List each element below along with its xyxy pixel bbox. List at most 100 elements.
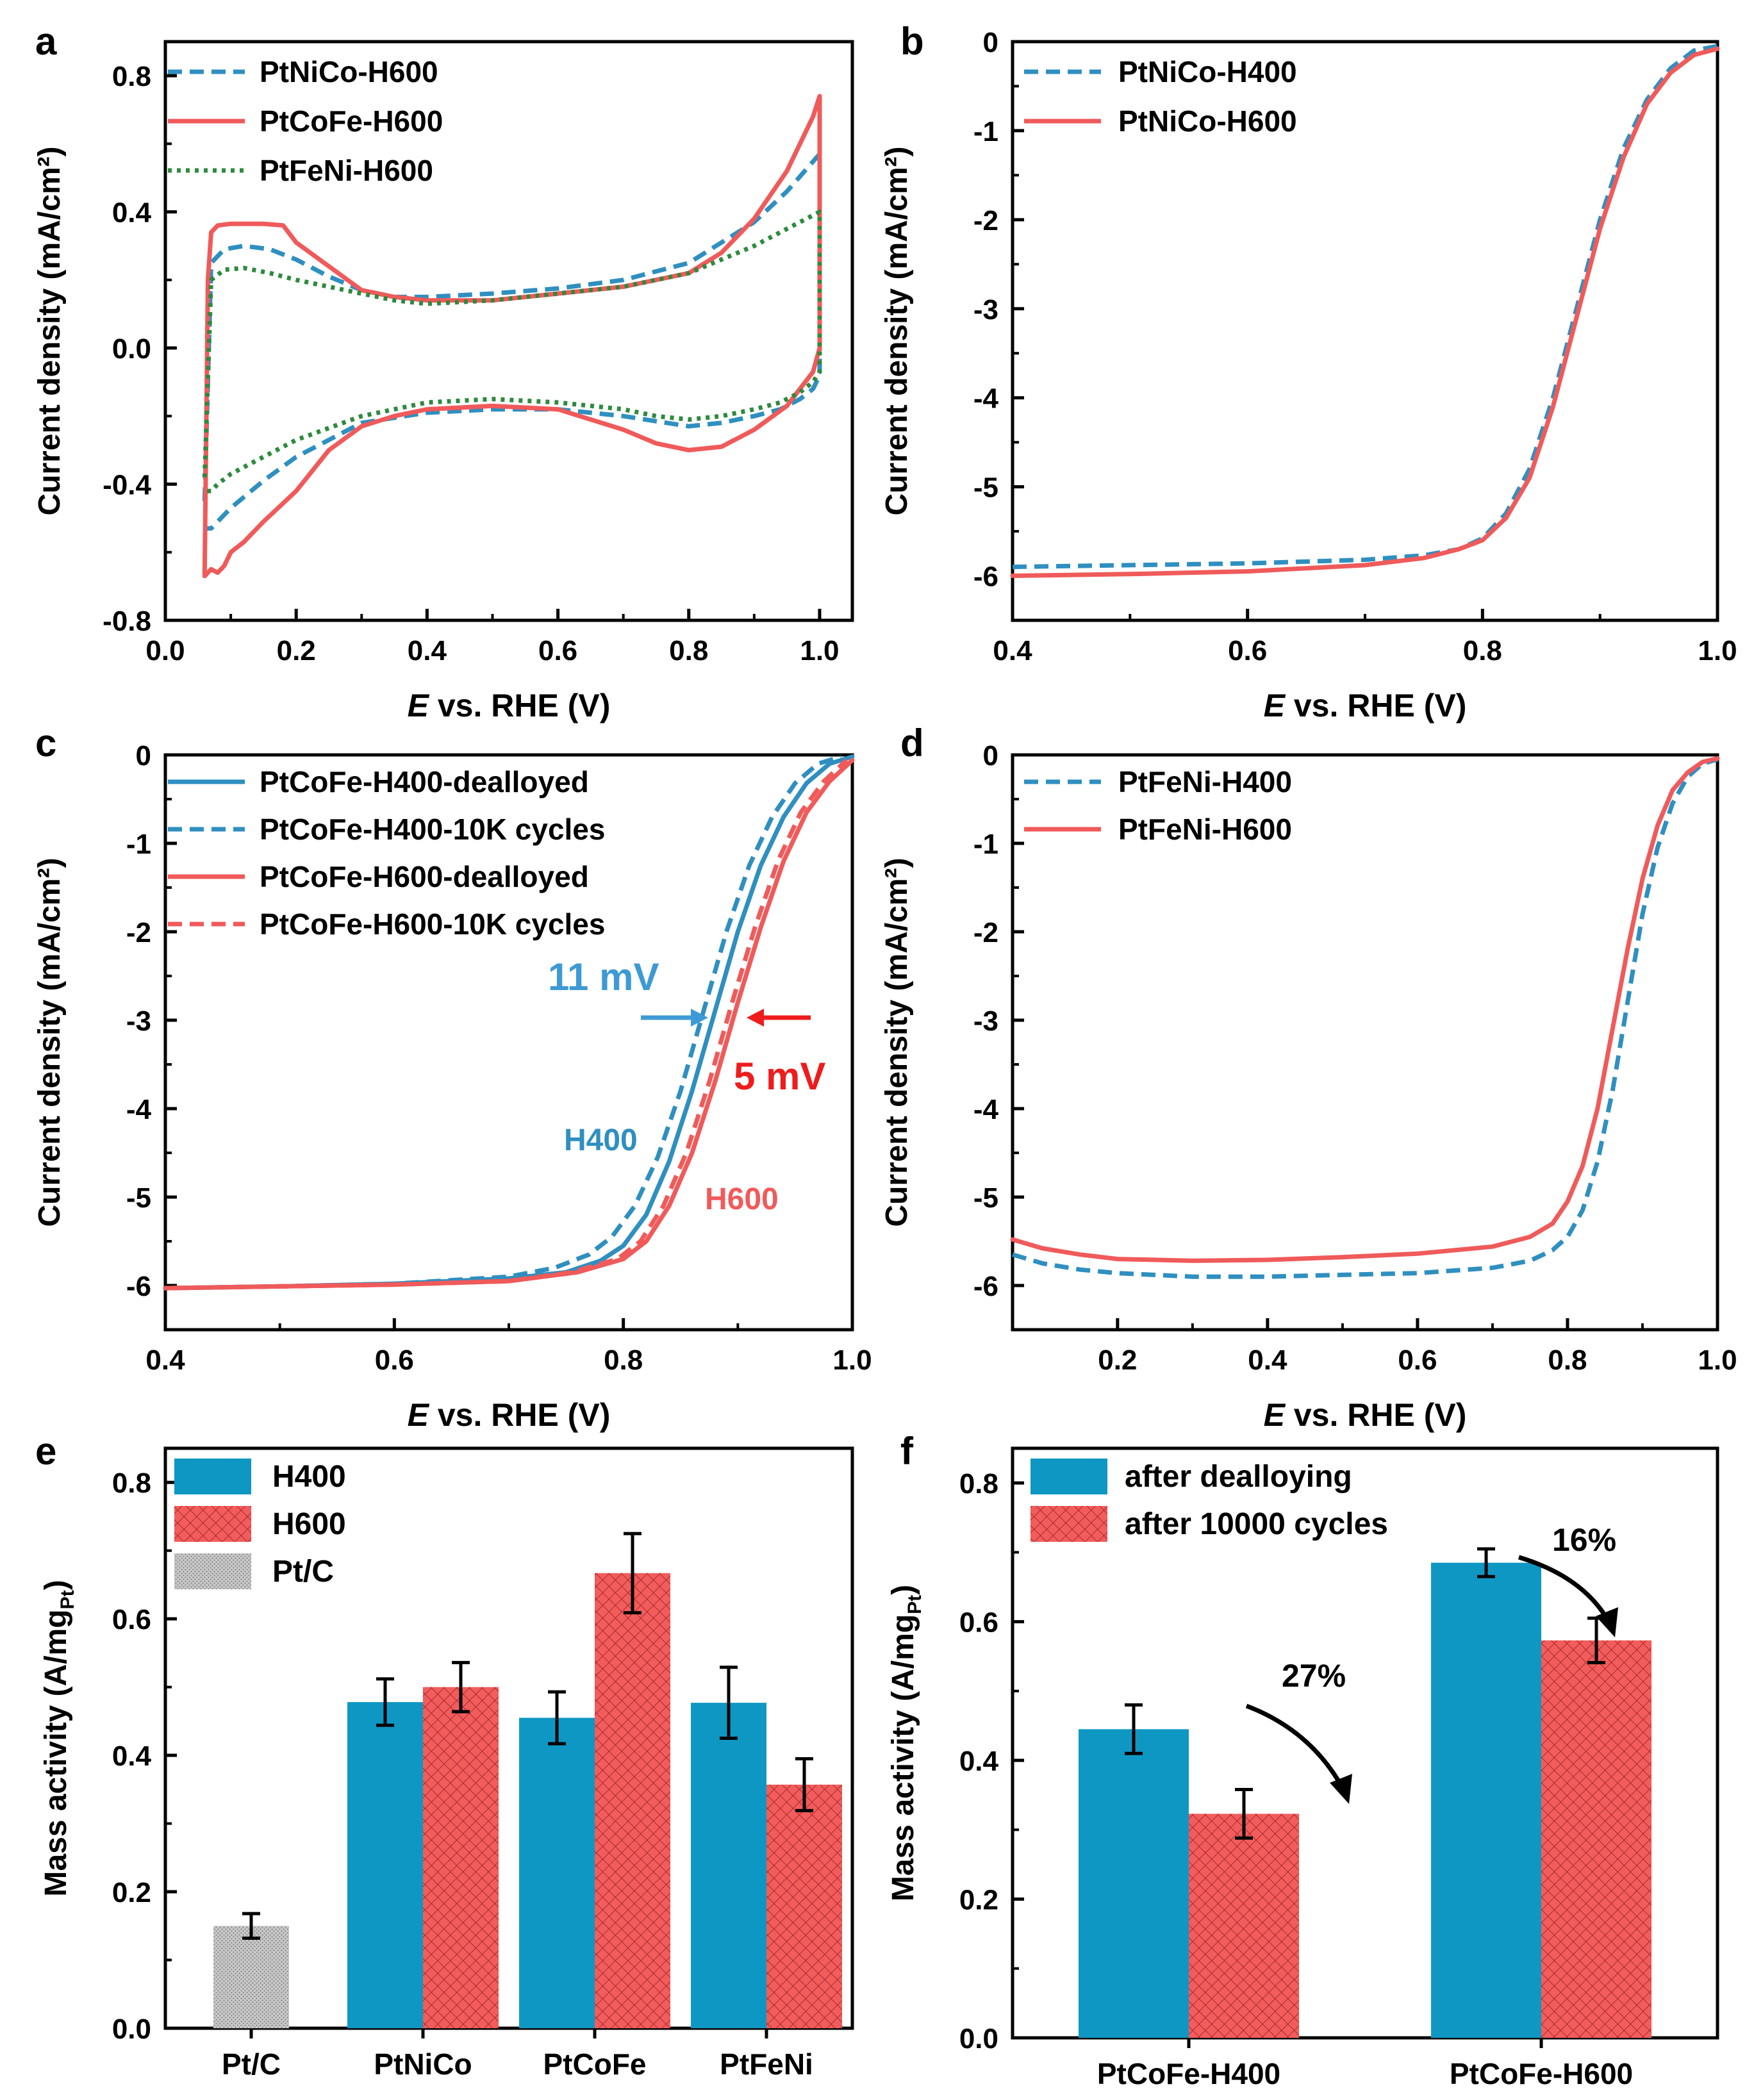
ytick-label-e-3: 0.6 [112,1604,151,1635]
arrow-16pct [1518,1555,1611,1623]
xtick-label-b-3: 1.0 [1698,635,1737,666]
ytick-label-e-4: 0.8 [112,1468,151,1499]
ytick-label-b-4: -4 [973,383,999,415]
xtick-label-c-0: 0.4 [145,1344,185,1376]
ylabel-b: Current density (mA/cm²) [880,146,914,515]
plot-area-d: 0 -1 -2 -3 -4 -5 -6 0.2 0.4 0.6 0.8 1.0 E vs. RHE (V… [880,740,1737,1433]
xlabel-rest-c: vs. RHE (V) [429,1397,610,1433]
legend-swatch-e-2 [174,1553,251,1589]
annotation-5mv: 5 mV [734,1055,825,1098]
ytick-label-a-2: 0.0 [112,333,151,365]
ytick-label-f-1: 0.2 [959,1885,998,1916]
legend-label-c-3: PtCoFe-H600-10K cycles [260,907,605,941]
legend-swatch-e-1 [174,1506,251,1542]
annotation-16pct: 16% [1552,1522,1616,1558]
ylabel-ylabel_main-f: Mass activity (A/mg [886,1614,920,1901]
chart-panel-c: 0 -1 -2 -3 -4 -5 -6 0.4 0.6 0.8 1.0 E vs. RHE (V) Cu… [33,740,872,1433]
series-line-d-0 [1012,757,1718,1279]
legend-label-d-0: PtFeNi-H400 [1118,765,1292,798]
category-label-e-3: PtFeNi [720,2047,813,2081]
ytick-label-d-6: -6 [973,1271,998,1302]
series-line-a-0 [202,151,822,531]
arrow-blue-head [691,1009,708,1027]
legend-label-c-1: PtCoFe-H400-10K cycles [260,813,605,846]
legend-c: PtCoFe-H400-dealloyed PtCoFe-H400-10K cy… [168,765,605,941]
legend-label-e-2: Pt/C [272,1555,334,1589]
xlabel-c: E vs. RHE (V) [408,1397,611,1433]
bar-e-PtNiCo-H600 [423,1687,499,2028]
ytick-label-b-1: -1 [973,116,998,147]
ytick-label-d-0: 0 [983,740,998,772]
panel-label-e: e [35,1430,56,1473]
legend-label-b-1: PtNiCo-H600 [1118,104,1297,138]
legend-label-a-0: PtNiCo-H600 [260,55,438,88]
plot-area-c: 0 -1 -2 -3 -4 -5 -6 0.4 0.6 0.8 1.0 E vs. RHE (V) Cu… [33,740,872,1433]
ytick-label-f-0: 0.0 [959,2023,998,2055]
legend-label-f-0: after dealloying [1125,1460,1352,1494]
legend-label-e-1: H600 [272,1507,346,1541]
ytick-label-c-6: -6 [126,1271,151,1302]
legend-a: PtNiCo-H600 PtCoFe-H600 PtFeNi-H600 [168,55,443,187]
xtick-label-c-2: 0.8 [604,1344,643,1376]
ytick-label-b-3: -3 [973,294,998,326]
legend-swatch-f-0 [1030,1459,1107,1494]
series-line-a-1 [202,94,822,579]
chart-panel-f: 0.0 0.2 0.4 0.6 0.8 Mass activity (A/mgPt) PtC… [886,1446,1719,2090]
chart-panel-b: 0 -1 -2 -3 -4 -5 -6 0.4 0.6 0.8 1.0 E vs. RHE (V) Cu… [880,27,1737,723]
ylabel-c: Current density (mA/cm²) [33,857,67,1227]
legend-swatch-e-0 [174,1459,251,1494]
ytick-label-c-5: -5 [126,1182,151,1214]
legend-label-b-0: PtNiCo-H400 [1118,55,1297,88]
panel-label-a: a [35,20,57,63]
chart-panel-e: 0.0 0.2 0.4 0.6 0.8 Mass activity (A/mgPt) Pt/… [39,1446,854,2081]
legend-label-a-1: PtCoFe-H600 [260,104,443,138]
xtick-label-c-3: 1.0 [832,1344,872,1376]
bar-e-Pt/C-Pt/C [213,1926,289,2028]
axes-frame-e [163,1446,854,2030]
xlabel-rest-a: vs. RHE (V) [429,688,610,723]
ytick-label-e-1: 0.2 [112,1877,151,1908]
ytick-label-e-2: 0.4 [112,1740,152,1772]
xtick-label-b-2: 0.8 [1463,635,1502,666]
ytick-label-c-4: -4 [126,1094,152,1125]
ytick-label-b-5: -5 [973,472,998,504]
xlabel-rest-b: vs. RHE (V) [1285,688,1466,723]
xtick-label-a-5: 1.0 [800,635,839,666]
legend-label-f-1: after 10000 cycles [1125,1507,1388,1541]
xtick-label-b-1: 0.6 [1228,635,1267,666]
bar-f-PtCoFe-H600-after dealloying [1431,1562,1541,2038]
ylabel-ylabel_close-f: ) [886,1585,920,1595]
ytick-label-d-1: -1 [973,829,998,860]
bar-f-PtCoFe-H600-after 10000 cycles [1541,1640,1651,2038]
legend-d: PtFeNi-H400 PtFeNi-H600 [1024,765,1292,846]
ytick-label-f-3: 0.6 [959,1607,998,1639]
ytick-label-a-4: 0.8 [112,61,151,92]
xlabel-italic-a: E [408,688,430,723]
ytick-label-c-0: 0 [136,740,151,772]
xlabel-italic-b: E [1264,688,1286,723]
arrow-red-head [747,1009,764,1027]
legend-e: H400 H600 Pt/C [174,1459,346,1589]
xlabel-d: E vs. RHE (V) [1264,1397,1467,1433]
ytick-label-b-2: -2 [973,205,998,236]
xlabel-rest-d: vs. RHE (V) [1285,1397,1466,1433]
xtick-label-d-2: 0.6 [1398,1344,1437,1376]
xtick-label-d-4: 1.0 [1698,1344,1737,1376]
ylabel-ylabel_sub-f: Pt [904,1595,925,1614]
xtick-label-d-0: 0.2 [1098,1344,1137,1376]
chart-panel-d: 0 -1 -2 -3 -4 -5 -6 0.2 0.4 0.6 0.8 1.0 E vs. RHE (V… [880,740,1737,1433]
plot-area-f: 0.0 0.2 0.4 0.6 0.8 Mass activity (A/mgPt) PtC… [886,1446,1719,2090]
annotation-11mv: 11 mV [548,955,659,998]
ytick-label-c-2: -2 [126,917,151,948]
annotation-h400: H400 [564,1123,638,1157]
xtick-label-b-0: 0.4 [993,635,1032,666]
legend-b: PtNiCo-H400 PtNiCo-H600 [1024,55,1297,138]
ytick-label-d-5: -5 [973,1182,998,1214]
xlabel-italic-c: E [408,1397,430,1433]
panel-label-f: f [900,1430,914,1473]
bar-f-PtCoFe-H400-after dealloying [1079,1729,1189,2038]
annotation-27pct: 27% [1282,1658,1346,1694]
ylabel-ylabel_close-e: ) [39,1580,73,1590]
ytick-label-d-2: -2 [973,917,998,948]
